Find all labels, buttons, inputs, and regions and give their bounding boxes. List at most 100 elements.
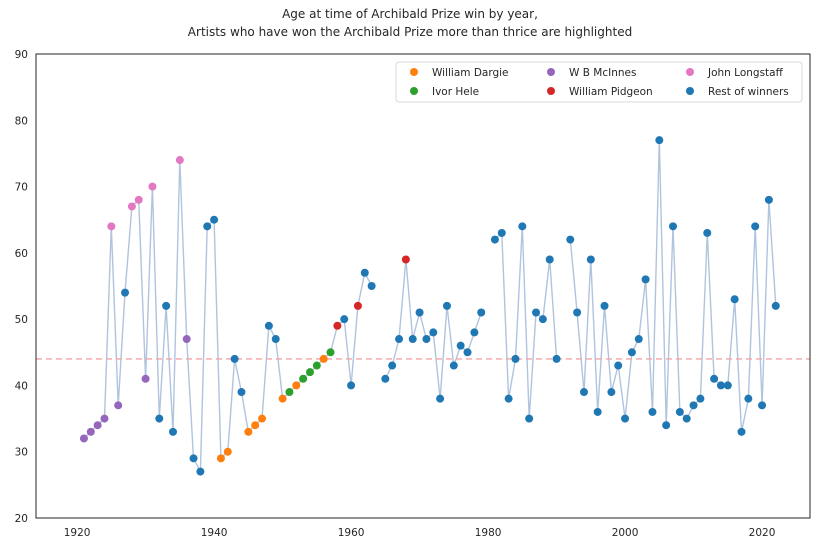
- y-tick-label: 80: [15, 115, 28, 127]
- connecting-line: [83, 140, 777, 475]
- data-point: [758, 401, 767, 410]
- data-point: [381, 374, 390, 383]
- data-point: [347, 381, 356, 390]
- data-point: [545, 255, 554, 264]
- data-point: [552, 354, 561, 363]
- data-point: [710, 374, 719, 383]
- data-point: [388, 361, 397, 370]
- data-point: [271, 335, 280, 344]
- data-point: [490, 235, 499, 244]
- legend: William Dargie W B McInnes John Longstaff I…: [395, 61, 803, 103]
- data-point: [566, 235, 575, 244]
- data-point: [100, 414, 109, 423]
- chart-subtitle: Artists who have won the Archibald Prize…: [188, 25, 632, 39]
- y-tick-label: 90: [15, 49, 28, 61]
- y-tick-label: 40: [15, 380, 28, 392]
- data-point: [538, 315, 547, 324]
- data-point: [121, 288, 130, 297]
- data-point: [764, 195, 773, 204]
- x-tick-label: 1920: [64, 527, 91, 539]
- data-point: [422, 335, 431, 344]
- data-point: [415, 308, 424, 317]
- data-point: [312, 361, 321, 370]
- data-point: [93, 421, 102, 430]
- data-point: [223, 447, 232, 456]
- chart-title: Age at time of Archibald Prize win by ye…: [282, 7, 538, 21]
- x-tick-label: 1940: [201, 527, 228, 539]
- data-point: [662, 421, 671, 430]
- data-point: [456, 341, 465, 350]
- x-tick-label: 2000: [612, 527, 639, 539]
- data-point: [86, 427, 95, 436]
- data-point: [675, 407, 684, 416]
- legend-label: William Dargie: [432, 67, 509, 79]
- data-point: [107, 222, 116, 231]
- data-point: [127, 202, 136, 211]
- data-point: [723, 381, 732, 390]
- data-point: [210, 215, 219, 224]
- legend-marker: [686, 68, 694, 76]
- data-point: [442, 301, 451, 310]
- data-point: [305, 368, 314, 377]
- data-point: [155, 414, 164, 423]
- data-point: [162, 301, 171, 310]
- data-point: [751, 222, 760, 231]
- legend-label: William Pidgeon: [569, 86, 653, 98]
- data-point: [634, 335, 643, 344]
- data-point: [463, 348, 472, 357]
- data-point: [477, 308, 486, 317]
- data-point: [593, 407, 602, 416]
- data-point: [436, 394, 445, 403]
- data-point: [771, 301, 780, 310]
- data-point: [292, 381, 301, 390]
- data-point: [716, 381, 725, 390]
- data-point: [614, 361, 623, 370]
- data-point: [141, 374, 150, 383]
- data-point: [168, 427, 177, 436]
- data-point: [730, 295, 739, 304]
- data-point: [134, 195, 143, 204]
- data-point: [696, 394, 705, 403]
- data-point: [737, 427, 746, 436]
- data-point: [744, 394, 753, 403]
- legend-marker: [410, 87, 418, 95]
- data-point: [196, 467, 205, 476]
- data-point: [408, 335, 417, 344]
- legend-label: W B McInnes: [569, 67, 636, 79]
- data-point: [600, 301, 609, 310]
- data-point: [333, 321, 342, 330]
- legend-label: John Longstaff: [707, 67, 784, 79]
- data-point: [682, 414, 691, 423]
- data-point: [669, 222, 678, 231]
- data-point: [504, 394, 513, 403]
- legend-label: Ivor Hele: [432, 86, 479, 98]
- data-point: [114, 401, 123, 410]
- data-point: [703, 228, 712, 237]
- data-point: [79, 434, 88, 443]
- legend-box: [395, 61, 803, 103]
- data-point: [579, 388, 588, 397]
- y-tick-label: 70: [15, 182, 28, 194]
- y-tick-label: 50: [15, 314, 28, 326]
- data-point: [237, 388, 246, 397]
- data-point: [449, 361, 458, 370]
- data-point: [319, 354, 328, 363]
- data-point: [216, 454, 225, 463]
- legend-marker: [410, 68, 418, 76]
- data-point: [278, 394, 287, 403]
- data-point: [175, 156, 184, 165]
- data-point: [148, 182, 157, 191]
- y-tick-label: 20: [15, 513, 28, 525]
- data-point: [326, 348, 335, 357]
- data-point: [689, 401, 698, 410]
- y-tick-label: 30: [15, 447, 28, 459]
- data-point: [203, 222, 212, 231]
- data-point: [641, 275, 650, 284]
- x-tick-label: 2020: [749, 527, 776, 539]
- data-point: [258, 414, 267, 423]
- data-point: [655, 136, 664, 145]
- legend-marker: [547, 68, 555, 76]
- data-point: [627, 348, 636, 357]
- x-tick-label: 1960: [338, 527, 365, 539]
